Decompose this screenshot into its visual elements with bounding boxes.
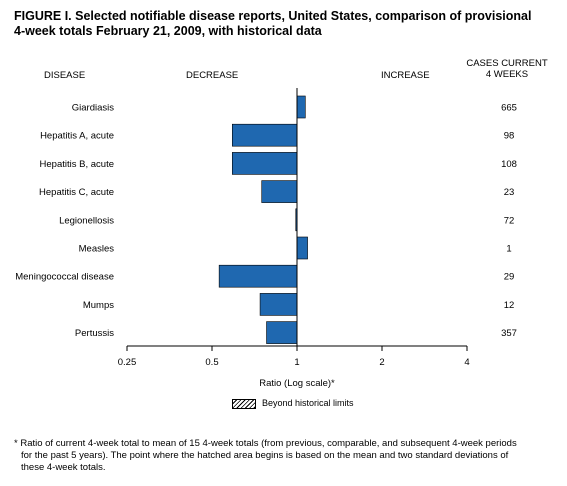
figure-title: FIGURE I. Selected notifiable disease re…	[14, 9, 554, 39]
disease-label: Meningococcal disease	[15, 272, 114, 283]
hatched-legend-swatch	[232, 399, 256, 409]
disease-label: Pertussis	[75, 328, 114, 339]
footnote-line3: these 4-week totals.	[21, 462, 106, 473]
bar-9	[266, 321, 298, 344]
x-tick-label: 0.5	[205, 357, 218, 368]
cases-value: 357	[501, 328, 517, 339]
cases-header-line2: 4 WEEKS	[485, 69, 529, 80]
cases-header: CASES CURRENT 4 WEEKS	[462, 58, 552, 80]
disease-label: Legionellosis	[59, 215, 114, 226]
bar-1	[296, 95, 306, 119]
x-axis-label: Ratio (Log scale)*	[259, 378, 335, 389]
bar-8	[259, 293, 298, 316]
disease-label: Hepatitis C, acute	[39, 187, 114, 198]
cases-header-line1: CASES CURRENT	[466, 58, 548, 69]
bar-4	[261, 180, 298, 203]
bar-chart: Giardiasis 665 Hepatitis A, acute 98 Hepatit…	[15, 88, 517, 389]
bar-6	[296, 236, 308, 260]
disease-label: Giardiasis	[72, 103, 114, 114]
cases-value: 98	[504, 131, 515, 142]
cases-value: 72	[504, 215, 515, 226]
disease-label: Hepatitis B, acute	[40, 159, 114, 170]
cases-value: 29	[504, 272, 515, 283]
disease-label: Hepatitis A, acute	[40, 131, 114, 142]
footnote-line1: * Ratio of current 4-week total to mean …	[14, 438, 517, 449]
x-tick-label: 4	[464, 357, 469, 368]
cases-value: 23	[504, 187, 515, 198]
disease-label: Mumps	[83, 300, 114, 311]
cases-value: 1	[506, 244, 511, 255]
decrease-header: DECREASE	[186, 70, 239, 81]
x-tick-label: 0.25	[118, 357, 137, 368]
increase-header: INCREASE	[381, 70, 430, 81]
disease-label: Measles	[79, 244, 115, 255]
disease-header: DISEASE	[44, 70, 86, 81]
figure-title-line1: FIGURE I. Selected notifiable disease re…	[14, 9, 532, 23]
cases-value: 12	[504, 300, 515, 311]
bar-7	[218, 264, 298, 288]
cases-value: 108	[501, 159, 517, 170]
footnote: * Ratio of current 4-week total to mean …	[14, 438, 559, 474]
cases-value: 665	[501, 103, 517, 114]
footnote-line2: for the past 5 years). The point where t…	[21, 450, 509, 461]
x-tick-label: 1	[294, 357, 299, 368]
figure-title-line2: 4-week totals February 21, 2009, with hi…	[14, 24, 322, 38]
x-tick-label: 2	[379, 357, 384, 368]
legend-label: Beyond historical limits	[262, 398, 354, 408]
bar-3	[231, 152, 298, 175]
bar-2	[231, 123, 298, 147]
